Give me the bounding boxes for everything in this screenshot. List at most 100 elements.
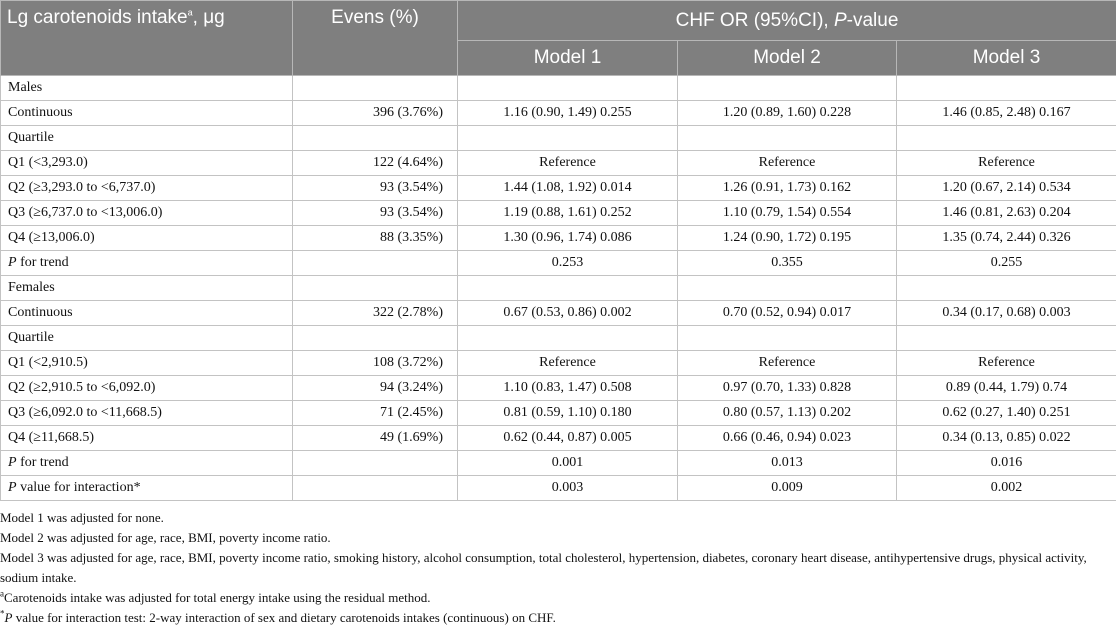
row-model-2 bbox=[677, 275, 897, 301]
row-events bbox=[292, 325, 458, 351]
row-label-text: Females bbox=[8, 280, 55, 295]
row-label-italic: P bbox=[8, 455, 17, 470]
row-label: Males bbox=[0, 75, 293, 101]
header-model-2: Model 2 bbox=[677, 40, 897, 76]
row-label-text: Q2 (≥3,293.0 to <6,737.0) bbox=[8, 180, 156, 195]
table-body: Males Continuous 396 (3.76%) 1.16 (0.90, 1.… bbox=[0, 75, 1116, 501]
row-model-3: Reference bbox=[895, 150, 1116, 176]
table-row: P value for interaction* 0.003 0.009 0.002 bbox=[0, 475, 1116, 501]
row-label: Q1 (<2,910.5) bbox=[0, 350, 293, 376]
row-model-3: 1.35 (0.74, 2.44) 0.326 bbox=[895, 225, 1116, 251]
table-row: Quartile bbox=[0, 325, 1116, 351]
row-model-1: 0.67 (0.53, 0.86) 0.002 bbox=[457, 300, 678, 326]
row-label: Q3 (≥6,092.0 to <11,668.5) bbox=[0, 400, 293, 426]
header-model-3: Model 3 bbox=[895, 40, 1116, 76]
row-label: Quartile bbox=[0, 325, 293, 351]
row-label-italic: P bbox=[8, 255, 17, 270]
row-events bbox=[292, 275, 458, 301]
row-events: 71 (2.45%) bbox=[292, 400, 458, 426]
row-model-3: Reference bbox=[895, 350, 1116, 376]
row-label-text: Q3 (≥6,092.0 to <11,668.5) bbox=[8, 405, 162, 420]
row-label: Females bbox=[0, 275, 293, 301]
row-label-text: Q2 (≥2,910.5 to <6,092.0) bbox=[8, 380, 156, 395]
row-model-3: 0.34 (0.17, 0.68) 0.003 bbox=[895, 300, 1116, 326]
row-label-text: Q3 (≥6,737.0 to <13,006.0) bbox=[8, 205, 163, 220]
row-model-2: 0.009 bbox=[677, 475, 897, 501]
row-label-text: Continuous bbox=[8, 305, 73, 320]
row-model-1: 1.30 (0.96, 1.74) 0.086 bbox=[457, 225, 678, 251]
row-model-1 bbox=[457, 75, 678, 101]
row-model-3 bbox=[895, 275, 1116, 301]
row-label: Continuous bbox=[0, 300, 293, 326]
row-label: Quartile bbox=[0, 125, 293, 151]
row-label-text: Q4 (≥11,668.5) bbox=[8, 430, 95, 445]
row-events: 93 (3.54%) bbox=[292, 175, 458, 201]
row-model-2 bbox=[677, 75, 897, 101]
row-model-2: 0.70 (0.52, 0.94) 0.017 bbox=[677, 300, 897, 326]
row-events: 122 (4.64%) bbox=[292, 150, 458, 176]
row-model-1 bbox=[457, 275, 678, 301]
row-model-1: 0.81 (0.59, 1.10) 0.180 bbox=[457, 400, 678, 426]
footnote-star-mark: * bbox=[0, 608, 5, 619]
row-events: 94 (3.24%) bbox=[292, 375, 458, 401]
row-model-2: 0.80 (0.57, 1.13) 0.202 bbox=[677, 400, 897, 426]
row-events bbox=[292, 75, 458, 101]
table-row: Q1 (<3,293.0) 122 (4.64%) Reference Referen… bbox=[0, 150, 1116, 176]
row-events: 396 (3.76%) bbox=[292, 100, 458, 126]
header-intake: Lg carotenoids intakea, μg bbox=[0, 0, 293, 76]
row-model-1: 1.19 (0.88, 1.61) 0.252 bbox=[457, 200, 678, 226]
table-row: Males bbox=[0, 75, 1116, 101]
row-model-3: 0.002 bbox=[895, 475, 1116, 501]
footnote-a-text: Carotenoids intake was adjusted for tota… bbox=[4, 590, 431, 605]
row-model-1: 0.253 bbox=[457, 250, 678, 276]
footnote-model-2: Model 2 was adjusted for age, race, BMI,… bbox=[0, 530, 331, 545]
header-intake-sup: a bbox=[187, 7, 193, 18]
row-label-text: Quartile bbox=[8, 130, 54, 145]
row-model-2: 1.24 (0.90, 1.72) 0.195 bbox=[677, 225, 897, 251]
table-row: Q2 (≥2,910.5 to <6,092.0) 94 (3.24%) 1.10 … bbox=[0, 375, 1116, 401]
row-label-text: Males bbox=[8, 80, 43, 95]
row-events bbox=[292, 475, 458, 501]
table-row: Q4 (≥13,006.0) 88 (3.35%) 1.30 (0.96, 1.74… bbox=[0, 225, 1116, 251]
row-model-1 bbox=[457, 125, 678, 151]
row-model-1: 0.62 (0.44, 0.87) 0.005 bbox=[457, 425, 678, 451]
footnote-model-3: Model 3 was adjusted for age, race, BMI,… bbox=[0, 550, 1087, 585]
table-row: Q1 (<2,910.5) 108 (3.72%) Reference Referen… bbox=[0, 350, 1116, 376]
row-label-text: Q1 (<3,293.0) bbox=[8, 155, 88, 170]
footnote-star-text: value for interaction test: 2-way intera… bbox=[12, 610, 556, 625]
table-row: Continuous 322 (2.78%) 0.67 (0.53, 0.86) 0… bbox=[0, 300, 1116, 326]
row-model-3: 1.20 (0.67, 2.14) 0.534 bbox=[895, 175, 1116, 201]
row-events bbox=[292, 125, 458, 151]
row-model-2: Reference bbox=[677, 150, 897, 176]
footnote-a-mark: a bbox=[0, 588, 4, 599]
row-model-3 bbox=[895, 75, 1116, 101]
table-header: Lg carotenoids intakea, μg Evens (%) CHF… bbox=[0, 0, 1116, 76]
row-label: P value for interaction* bbox=[0, 475, 293, 501]
footnote-model-1: Model 1 was adjusted for none. bbox=[0, 510, 164, 525]
row-model-2: 1.20 (0.89, 1.60) 0.228 bbox=[677, 100, 897, 126]
footnote-star: *P value for interaction test: 2-way int… bbox=[0, 608, 1110, 628]
table-row: P for trend 0.253 0.355 0.255 bbox=[0, 250, 1116, 276]
row-model-3: 1.46 (0.85, 2.48) 0.167 bbox=[895, 100, 1116, 126]
row-model-2: Reference bbox=[677, 350, 897, 376]
row-model-1: 0.003 bbox=[457, 475, 678, 501]
row-events bbox=[292, 450, 458, 476]
footnote-a: aCarotenoids intake was adjusted for tot… bbox=[0, 588, 1110, 608]
header-model-1: Model 1 bbox=[457, 40, 678, 76]
header-group: CHF OR (95%CI), P-value bbox=[456, 0, 1116, 41]
row-label: Continuous bbox=[0, 100, 293, 126]
row-label: Q2 (≥2,910.5 to <6,092.0) bbox=[0, 375, 293, 401]
row-label-text: Q4 (≥13,006.0) bbox=[8, 230, 95, 245]
table-row: Quartile bbox=[0, 125, 1116, 151]
row-model-1: Reference bbox=[457, 350, 678, 376]
row-label: Q1 (<3,293.0) bbox=[0, 150, 293, 176]
table-row: Q3 (≥6,737.0 to <13,006.0) 93 (3.54%) 1.19… bbox=[0, 200, 1116, 226]
row-model-3: 0.255 bbox=[895, 250, 1116, 276]
table-row: Q4 (≥11,668.5) 49 (1.69%) 0.62 (0.44, 0.87… bbox=[0, 425, 1116, 451]
row-events bbox=[292, 250, 458, 276]
row-events: 88 (3.35%) bbox=[292, 225, 458, 251]
table-row: Q2 (≥3,293.0 to <6,737.0) 93 (3.54%) 1.44 … bbox=[0, 175, 1116, 201]
row-model-2: 0.355 bbox=[677, 250, 897, 276]
row-model-2: 0.66 (0.46, 0.94) 0.023 bbox=[677, 425, 897, 451]
row-model-1: 1.10 (0.83, 1.47) 0.508 bbox=[457, 375, 678, 401]
